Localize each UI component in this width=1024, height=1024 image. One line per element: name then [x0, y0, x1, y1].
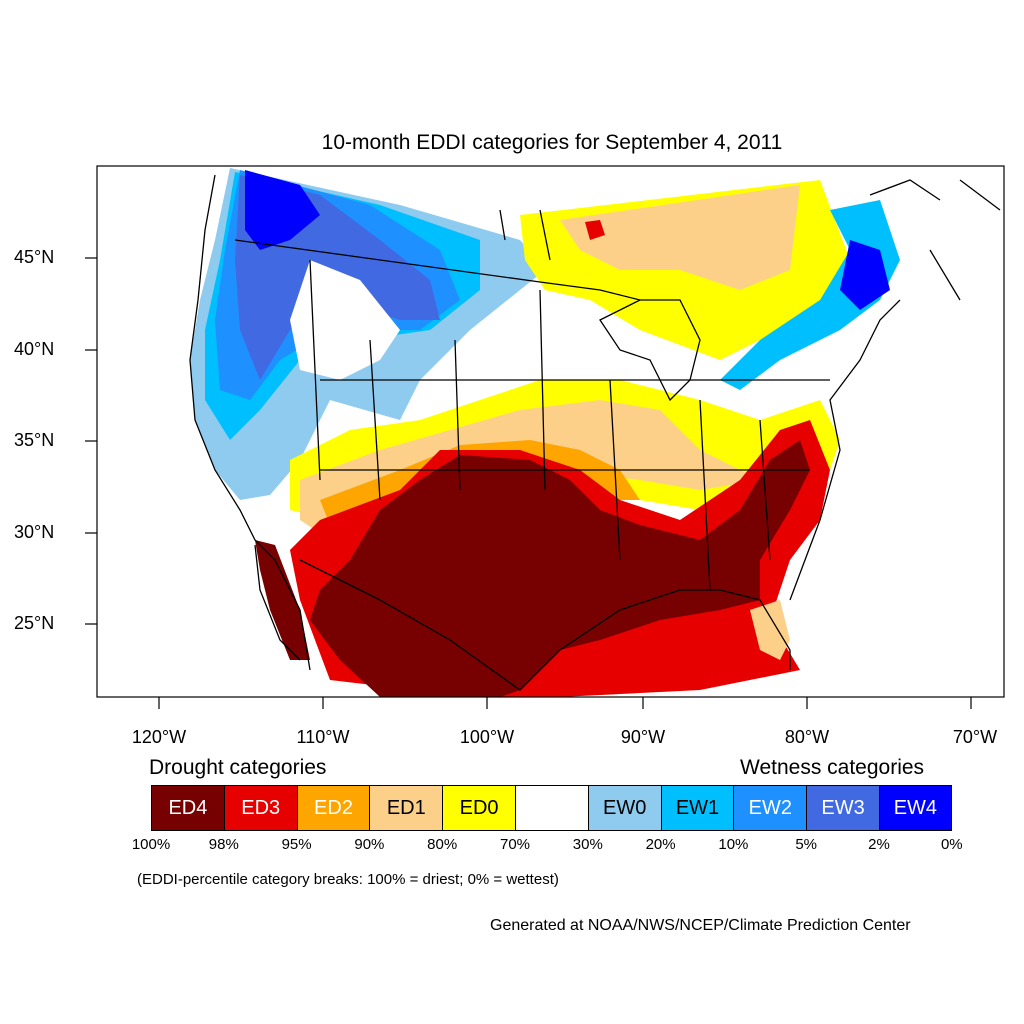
- states-grid: [309, 259, 830, 591]
- legend-box-ew0: EW0: [587, 785, 661, 831]
- coastline-east: [789, 299, 901, 601]
- lon-label-70: 70°W: [952, 727, 998, 747]
- legend-break-label: 70%: [499, 836, 531, 853]
- legend-break-label: 2%: [868, 836, 890, 853]
- legend-break-label: 98%: [208, 836, 239, 853]
- legend-break-label: 5%: [795, 836, 818, 853]
- region-ed1-north: [560, 185, 800, 290]
- category-note: (EDDI-percentile category breaks: 100% =…: [137, 871, 559, 888]
- map-frame: [96, 165, 1005, 698]
- legend-box-ed4: ED4: [151, 785, 224, 831]
- legend-box-ed0: ED0: [442, 785, 515, 831]
- legend-break-label: 100%: [131, 836, 171, 853]
- region-normal-west: [290, 260, 400, 380]
- legend-box-normal: [515, 785, 588, 831]
- legend-break-label: 30%: [572, 836, 603, 853]
- region-ed4-south: [310, 440, 810, 697]
- legend-break-label: 0%: [940, 836, 963, 853]
- map-title: 10-month EDDI categories for September 4…: [321, 131, 783, 154]
- legend-box-ew3: EW3: [806, 785, 879, 831]
- region-ed1-florida: [750, 600, 790, 660]
- lat-label-30: 30°N: [14, 522, 55, 542]
- coastline-baja: [254, 544, 301, 661]
- legend-box-ed3: ED3: [223, 785, 297, 831]
- region-ew4-west: [245, 170, 320, 250]
- legend-box-ew4: EW4: [879, 785, 952, 831]
- lat-label-35: 35°N: [14, 430, 55, 450]
- lon-label-90: 90°W: [620, 727, 666, 747]
- border-canada: [234, 239, 641, 301]
- hudson-coast: [499, 179, 1001, 301]
- lat-label-25: 25°N: [14, 613, 55, 633]
- legend-break-label: 20%: [645, 836, 676, 853]
- lon-label-110: 110°W: [296, 727, 350, 747]
- coastline-gulf: [299, 559, 791, 691]
- drought-heading: Drought categories: [149, 756, 327, 779]
- legend-box-ed2: ED2: [296, 785, 370, 831]
- lon-label-120: 120°W: [131, 727, 187, 747]
- legend-break-label: 10%: [718, 836, 749, 853]
- axis-ticks: [85, 257, 972, 709]
- legend-box-ew1: EW1: [660, 785, 734, 831]
- region-ed4-baja: [255, 540, 310, 660]
- region-ew4-northeast: [840, 240, 890, 310]
- legend-break-label: 80%: [427, 836, 458, 853]
- lat-label-45: 45°N: [14, 247, 55, 267]
- legend-break-label: 95%: [281, 836, 312, 853]
- lon-label-80: 80°W: [784, 727, 830, 747]
- region-ed3-spot-north: [585, 220, 605, 240]
- lon-label-100: 100°W: [459, 727, 515, 747]
- lat-label-40: 40°N: [14, 339, 55, 359]
- credit-text: Generated at NOAA/NWS/NCEP/Climate Predi…: [490, 917, 911, 934]
- wetness-heading: Wetness categories: [740, 756, 925, 779]
- legend-box-ew2: EW2: [733, 785, 807, 831]
- legend-break-label: 90%: [354, 836, 385, 853]
- coastline-west: [189, 174, 311, 671]
- legend-box-ed1: ED1: [369, 785, 443, 831]
